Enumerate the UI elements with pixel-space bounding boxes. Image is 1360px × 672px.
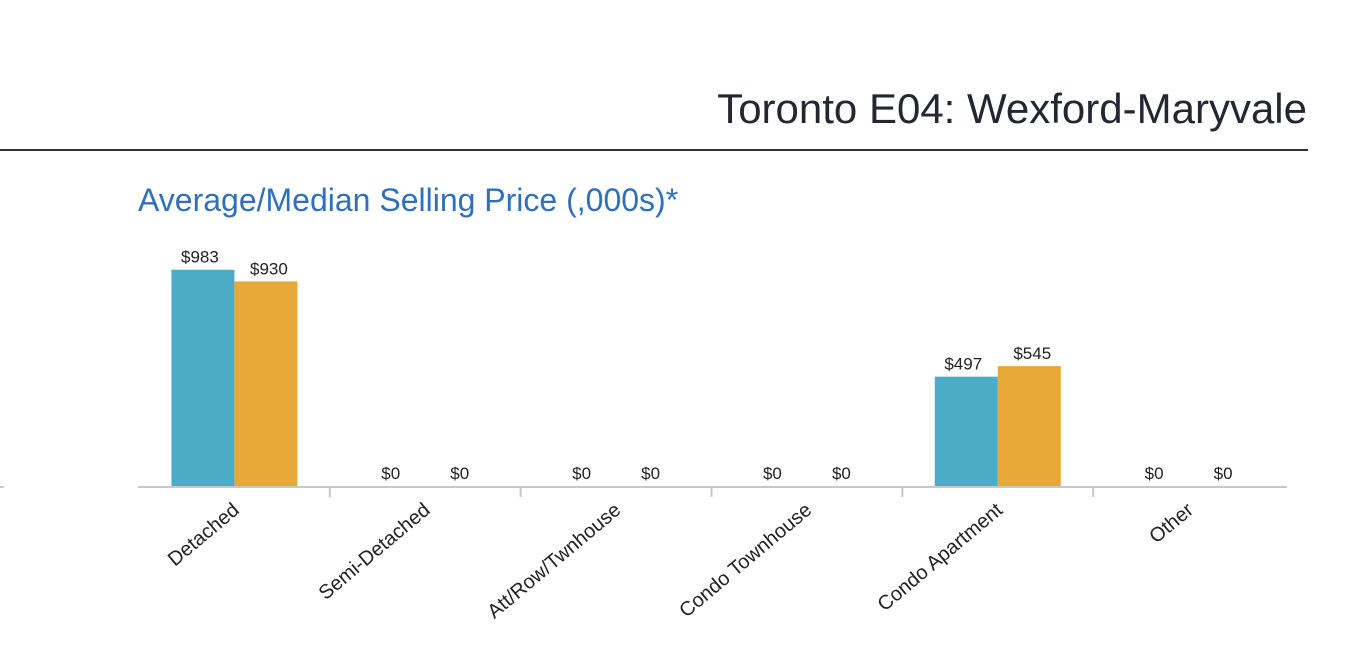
value-label: $545 <box>1013 344 1051 363</box>
value-label: $930 <box>250 259 288 278</box>
x-tick-label: Condo Townhouse <box>675 499 816 622</box>
bar <box>997 366 1061 486</box>
value-label: $497 <box>944 355 982 374</box>
x-tick-label: Condo Apartment <box>874 499 1008 616</box>
value-label: $0 <box>763 464 782 483</box>
x-tick-label: Detached <box>164 499 244 571</box>
bar <box>171 269 235 486</box>
page-title: Toronto E04: Wexford-Maryvale <box>717 85 1307 132</box>
value-label: $0 <box>381 464 400 483</box>
x-tick-label: Att/Row/Twnhouse <box>483 499 625 623</box>
bar <box>234 281 298 486</box>
value-label: $983 <box>181 248 219 267</box>
bar <box>934 376 998 486</box>
value-label: $0 <box>1145 464 1164 483</box>
value-label: $0 <box>572 464 591 483</box>
x-tick-label: Other <box>1145 499 1198 548</box>
value-label: $0 <box>641 464 660 483</box>
value-label: $0 <box>832 464 851 483</box>
x-tick-label: Semi-Detached <box>315 499 435 604</box>
chart-title: Average/Median Selling Price (,000s)* <box>138 182 678 218</box>
value-label: $0 <box>450 464 469 483</box>
value-label: $0 <box>1214 464 1233 483</box>
